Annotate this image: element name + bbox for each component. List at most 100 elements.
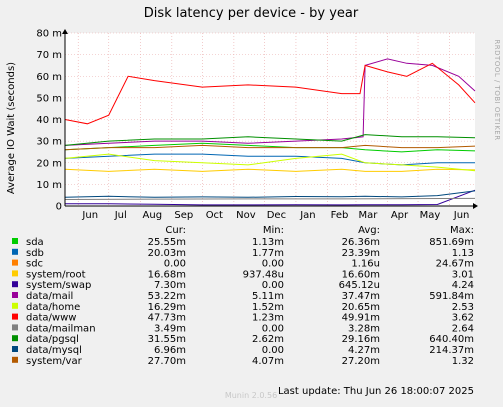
legend-swatch xyxy=(12,335,18,342)
legend-max: 851.69m xyxy=(429,237,474,248)
legend-avg: 4.27m xyxy=(348,345,380,356)
legend-name: data/mail xyxy=(26,291,73,302)
legend-cur: 25.55m xyxy=(148,237,186,248)
legend-header-avg: Avg: xyxy=(358,225,380,236)
legend-min: 2.62m xyxy=(252,334,284,345)
y-tick-label: 60 m xyxy=(36,72,62,83)
legend-cur: 16.29m xyxy=(148,302,186,313)
legend-swatch xyxy=(12,292,18,298)
legend-min: 0.00 xyxy=(262,323,284,334)
legend-avg: 26.36m xyxy=(342,237,380,248)
legend-cur: 27.70m xyxy=(148,356,186,367)
legend-name: sda xyxy=(26,237,44,248)
legend-max: 2.53 xyxy=(452,302,474,313)
legend-avg: 27.20m xyxy=(342,356,380,367)
legend-min: 0.00 xyxy=(262,345,284,356)
legend-cur: 7.30m xyxy=(154,280,186,291)
legend-max: 2.64 xyxy=(452,323,474,334)
x-tick-label: Sep xyxy=(174,210,193,221)
y-tick-label: 80 m xyxy=(36,29,62,40)
legend-min: 0.00 xyxy=(262,259,284,270)
legend-row: data/mysql 6.96m 0.00 4.27m 214.37m xyxy=(12,345,474,356)
legend-name: data/mailman xyxy=(26,323,96,334)
tick-layer: 0 10 m 20 m 30 m 40 m 50 m 60 m 70 m 80 m Jun Jul A… xyxy=(36,29,469,222)
legend-swatch xyxy=(12,356,18,363)
y-tick-label: 20 m xyxy=(36,158,62,169)
grid-layer xyxy=(65,32,475,206)
legend-row: data/mailman 3.49m 0.00 3.28m 2.64 xyxy=(12,323,474,334)
rrdtool-credit: RRDTOOL / TOBI OETIKER xyxy=(493,39,501,140)
legend-row: sdb 20.03m 1.77m 23.39m 1.13 xyxy=(12,248,474,259)
series-line-data-pgsql xyxy=(64,134,476,146)
legend-swatch xyxy=(12,281,18,288)
legend-min: 1.23m xyxy=(252,313,284,324)
legend-swatch xyxy=(12,324,18,331)
legend-row: data/pgsql 31.55m 2.62m 29.16m 640.40m xyxy=(12,334,474,345)
legend-row: data/www 47.73m 1.23m 49.91m 3.62 xyxy=(12,313,474,324)
x-tick-label: Aug xyxy=(143,210,163,221)
legend-max: 3.01 xyxy=(452,269,474,280)
legend-avg: 645.12u xyxy=(339,280,380,291)
munin-watermark: Munin 2.0.56 xyxy=(225,391,277,400)
legend-avg: 20.65m xyxy=(342,302,380,313)
series-line-data-mysql xyxy=(64,190,476,198)
legend-avg: 1.16u xyxy=(351,259,380,270)
legend-min: 0.00 xyxy=(262,280,284,291)
series-line-data-home xyxy=(64,153,476,172)
legend-max: 24.67m xyxy=(436,259,474,270)
legend-max: 3.62 xyxy=(452,313,474,324)
legend-row: data/home 16.29m 1.52m 20.65m 2.53 xyxy=(12,302,474,313)
x-tick-label: Apr xyxy=(391,210,409,221)
legend-avg: 3.28m xyxy=(348,323,380,334)
legend-header-max: Max: xyxy=(450,225,474,236)
legend-max: 591.84m xyxy=(429,291,474,302)
legend-max: 214.37m xyxy=(429,345,474,356)
x-tick-label: Dec xyxy=(267,210,286,221)
legend-max: 4.24 xyxy=(452,280,474,291)
legend-min: 1.77m xyxy=(252,248,284,259)
chart-title: Disk latency per device - by year xyxy=(144,6,359,21)
x-tick-label: Nov xyxy=(236,210,256,221)
legend-max: 1.13 xyxy=(452,248,474,259)
x-tick-label: Jul xyxy=(114,210,127,221)
legend-swatch xyxy=(12,270,18,277)
legend-name: data/mysql xyxy=(26,345,82,356)
legend-min: 937.48u xyxy=(243,269,284,280)
legend-max: 640.40m xyxy=(429,334,474,345)
legend-name: sdc xyxy=(26,259,43,270)
legend-name: data/www xyxy=(26,313,76,324)
legend-row: sda 25.55m 1.13m 26.36m 851.69m xyxy=(12,237,474,248)
legend-name: system/root xyxy=(26,269,86,280)
series-line-data-mailman xyxy=(64,197,476,200)
legend-cur: 47.73m xyxy=(148,313,186,324)
legend-avg: 49.91m xyxy=(342,313,380,324)
legend-cur: 31.55m xyxy=(148,334,186,345)
y-tick-label: 10 m xyxy=(36,180,62,191)
x-tick-label: Jan xyxy=(299,210,315,221)
y-tick-label: 50 m xyxy=(36,93,62,104)
legend-swatch xyxy=(12,259,18,266)
y-tick-label: 40 m xyxy=(36,115,62,126)
legend-cur: 6.96m xyxy=(154,345,186,356)
legend-cur: 3.49m xyxy=(154,323,186,334)
x-axis-arrow xyxy=(473,203,478,209)
x-tick-label: May xyxy=(420,210,441,221)
legend-swatch xyxy=(12,346,18,352)
legend-cur: 0.00 xyxy=(164,259,186,270)
series-line-system-var xyxy=(64,144,476,151)
y-axis-label: Average IO Wait (seconds) xyxy=(6,62,17,194)
legend-name: data/home xyxy=(26,302,80,313)
legend-swatch xyxy=(12,302,18,309)
legend-table: sda 25.55m 1.13m 26.36m 851.69m sdb 20.03m 1.77… xyxy=(12,237,474,367)
legend-swatch xyxy=(12,248,18,255)
legend-cur: 16.68m xyxy=(148,269,186,280)
x-tick-label: Jun xyxy=(453,210,470,221)
legend-row: system/root 16.68m 937.48u 16.60m 3.01 xyxy=(12,269,474,280)
legend-min: 5.11m xyxy=(252,291,284,302)
legend-avg: 23.39m xyxy=(342,248,380,259)
y-axis-arrow xyxy=(62,29,68,34)
y-tick-label: 0 xyxy=(56,202,62,213)
x-tick-label: Feb xyxy=(331,210,349,221)
legend-avg: 37.47m xyxy=(342,291,380,302)
